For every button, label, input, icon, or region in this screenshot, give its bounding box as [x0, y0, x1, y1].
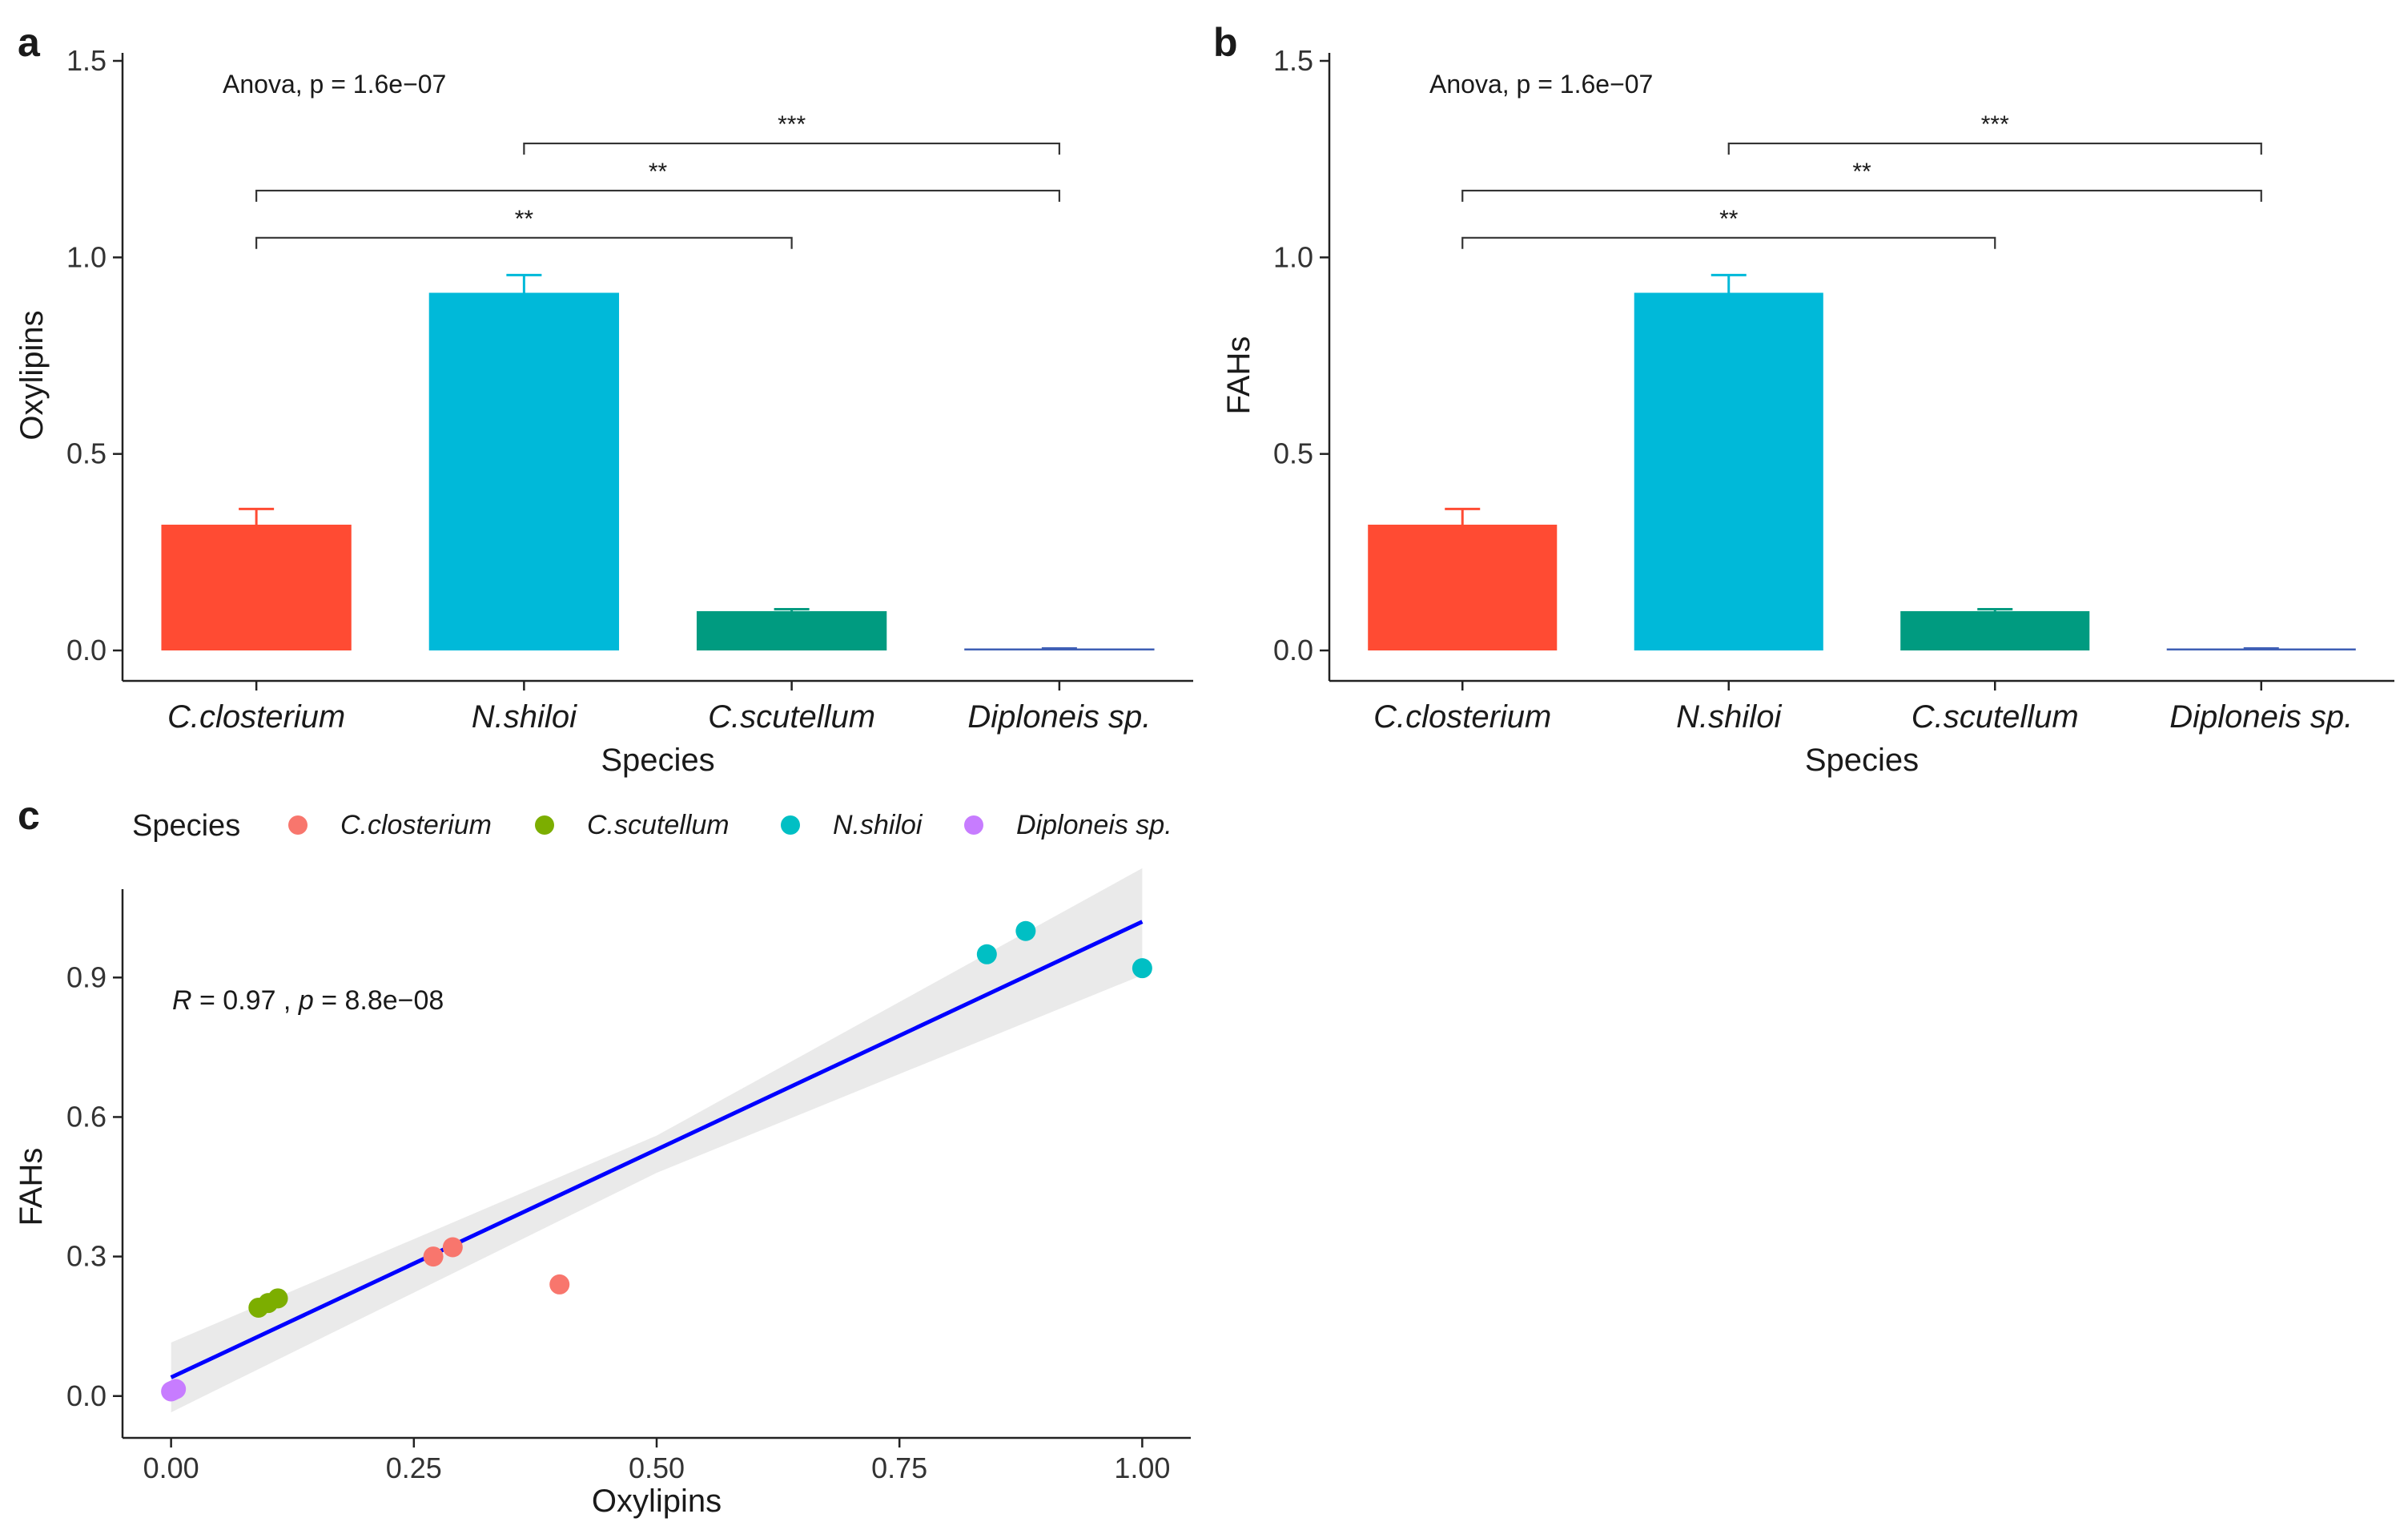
- regression-line: [170, 920, 1144, 1379]
- stat-p-label: p: [298, 985, 314, 1016]
- legend-marker: [781, 815, 800, 835]
- scatter-point-n-shiloi: [976, 944, 997, 964]
- b-significance-bracket: [1461, 236, 1996, 249]
- b-significance-label: **: [1852, 159, 1871, 185]
- b-significance-bracket: [1461, 189, 2262, 202]
- c-y-tick-label: 0.0: [66, 1379, 107, 1412]
- scatter-point-c-closterium: [549, 1274, 570, 1294]
- scatter-point-n-shiloi: [1132, 958, 1152, 979]
- scatter-point-c-scutellum: [267, 1288, 288, 1309]
- b-bar-diploneis-sp-: [2166, 648, 2356, 650]
- a-x-axis-title: Species: [601, 743, 714, 778]
- a-significance-bracket: [255, 189, 1060, 202]
- c-y-tick-label: 0.6: [66, 1100, 107, 1133]
- stat-p-value: = 8.8e−08: [314, 985, 444, 1016]
- legend-marker: [535, 815, 554, 835]
- bar-chart-fahs: 0.0 0.5 1.0 1.5 C.closterium N.shiloi C.scutel…: [1221, 44, 2394, 778]
- c-x-tick-label: 0.25: [386, 1452, 442, 1484]
- b-significance-label: **: [1719, 206, 1739, 232]
- b-y-tick-label: 1.5: [1273, 44, 1313, 77]
- c-y-tick-label: 0.3: [66, 1240, 107, 1273]
- confidence-band: [171, 868, 1143, 1413]
- c-y-tick-label: 0.9: [66, 960, 107, 993]
- c-x-tick-label: 0.00: [143, 1452, 199, 1484]
- panel-letter-b: b: [1213, 20, 1238, 65]
- a-x-tick-label: N.shiloi: [472, 699, 577, 735]
- scatter-plot-correlation: Species C.closterium C.scutellum N.shiloi Di…: [14, 809, 1191, 1519]
- a-anova-annotation: Anova, p = 1.6e−07: [223, 70, 446, 99]
- a-x-tick-label: Diploneis sp.: [967, 699, 1151, 735]
- scatter-point-c-closterium: [442, 1237, 463, 1258]
- correlation-stat-label: R = 0.97 , p = 8.8e−08: [172, 985, 444, 1016]
- scatter-point-n-shiloi: [1015, 920, 1036, 941]
- b-x-axis-title: Species: [1805, 743, 1919, 778]
- scatter-point-diploneis-sp-: [163, 1380, 183, 1401]
- b-bar-c-closterium: [1368, 524, 1558, 650]
- a-significance-label: **: [515, 206, 534, 232]
- a-significance-label: **: [649, 159, 668, 185]
- a-x-tick-label: C.scutellum: [708, 699, 875, 735]
- b-y-tick-label: 0.5: [1273, 437, 1313, 470]
- b-y-axis-title: FAHs: [1221, 336, 1256, 415]
- b-x-tick-label: C.scutellum: [1912, 699, 2079, 735]
- legend-marker: [964, 815, 983, 835]
- b-y-tick-label: 0.0: [1273, 634, 1313, 666]
- panel-letter-a: a: [18, 20, 41, 65]
- c-x-tick-label: 1.00: [1114, 1452, 1170, 1484]
- a-y-tick-label: 1.5: [66, 44, 107, 77]
- a-y-axis-title: Oxylipins: [14, 310, 50, 440]
- b-bar-n-shiloi: [1634, 292, 1823, 650]
- legend-label: C.scutellum: [587, 810, 730, 840]
- c-x-tick-label: 0.75: [871, 1452, 927, 1484]
- stat-r-label: R: [172, 985, 192, 1016]
- b-x-tick-label: N.shiloi: [1676, 699, 1782, 735]
- b-x-tick-label: Diploneis sp.: [2169, 699, 2353, 735]
- legend-title: Species: [132, 809, 240, 843]
- a-y-tick-label: 0.0: [66, 634, 107, 666]
- a-significance-bracket: [523, 142, 1060, 155]
- a-x-tick-label: C.closterium: [167, 699, 345, 735]
- a-bar-c-closterium: [161, 524, 352, 650]
- a-significance-label: ***: [778, 111, 806, 138]
- c-x-tick-label: 0.50: [629, 1452, 685, 1484]
- scatter-point-c-closterium: [423, 1246, 444, 1267]
- b-x-tick-label: C.closterium: [1373, 699, 1551, 735]
- a-bar-n-shiloi: [428, 292, 620, 650]
- a-y-tick-label: 1.0: [66, 240, 107, 273]
- panel-letter-c: c: [18, 793, 40, 838]
- a-bar-diploneis-sp-: [964, 648, 1155, 650]
- legend-label: N.shiloi: [833, 810, 923, 840]
- legend-label: Diploneis sp.: [1016, 810, 1172, 840]
- b-bar-c-scutellum: [1900, 610, 2090, 650]
- a-significance-bracket: [255, 236, 793, 249]
- b-y-tick-label: 1.0: [1273, 240, 1313, 273]
- legend-label: C.closterium: [340, 810, 492, 840]
- b-significance-bracket: [1727, 142, 2262, 155]
- b-significance-label: ***: [1981, 111, 2009, 138]
- stat-r-value: = 0.97 ,: [192, 985, 299, 1016]
- a-bar-c-scutellum: [696, 610, 887, 650]
- c-x-axis-title: Oxylipins: [592, 1484, 722, 1519]
- bar-chart-oxylipins: 0.0 0.5 1.0 1.5 C.closterium N.shiloi C.scutel…: [14, 44, 1193, 778]
- b-anova-annotation: Anova, p = 1.6e−07: [1429, 70, 1653, 99]
- legend-marker: [288, 815, 308, 835]
- a-y-tick-label: 0.5: [66, 437, 107, 470]
- c-y-axis-title: FAHs: [14, 1148, 49, 1226]
